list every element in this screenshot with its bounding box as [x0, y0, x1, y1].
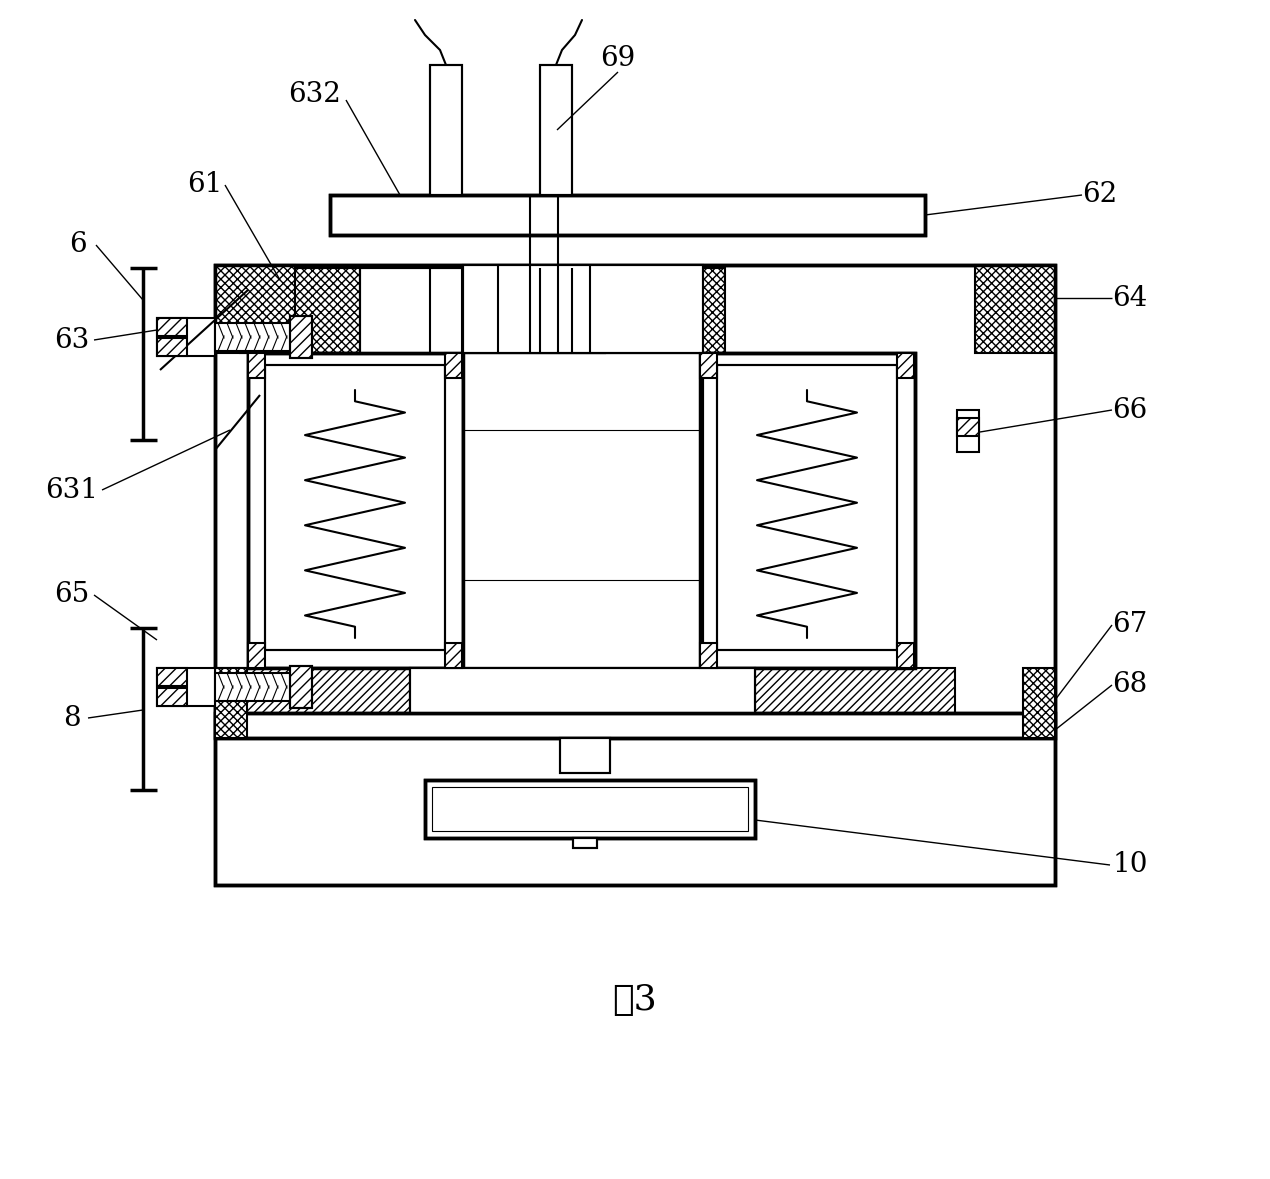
Text: 8: 8: [64, 705, 81, 731]
Bar: [157, 318, 187, 336]
Bar: [975, 265, 1055, 353]
Bar: [157, 668, 215, 706]
Bar: [464, 265, 704, 353]
Bar: [560, 738, 610, 773]
Text: 62: 62: [1082, 182, 1118, 209]
Text: 10: 10: [1113, 851, 1148, 878]
Bar: [157, 668, 187, 686]
Bar: [700, 353, 914, 668]
Bar: [215, 265, 1055, 885]
Text: 64: 64: [1113, 284, 1148, 311]
Bar: [1024, 668, 1055, 738]
Text: 63: 63: [55, 327, 90, 354]
Bar: [464, 353, 704, 668]
Bar: [573, 838, 597, 848]
Bar: [431, 65, 462, 195]
Text: 632: 632: [288, 81, 342, 108]
Bar: [425, 780, 754, 838]
Bar: [215, 265, 295, 353]
Bar: [215, 668, 410, 738]
Bar: [290, 316, 312, 358]
Text: 67: 67: [1113, 612, 1148, 639]
Bar: [157, 318, 215, 356]
Bar: [215, 323, 310, 351]
Text: 631: 631: [46, 476, 99, 503]
Bar: [157, 689, 187, 706]
Bar: [718, 365, 897, 650]
Bar: [464, 265, 704, 353]
Bar: [700, 643, 718, 668]
Bar: [573, 838, 597, 848]
Text: 69: 69: [601, 45, 635, 72]
Bar: [359, 268, 605, 353]
Bar: [240, 268, 359, 353]
Bar: [248, 353, 464, 668]
Text: 66: 66: [1113, 396, 1148, 423]
Bar: [290, 666, 312, 709]
Bar: [540, 65, 572, 195]
Bar: [215, 265, 1055, 885]
Bar: [248, 353, 265, 378]
Bar: [215, 668, 246, 738]
Bar: [700, 353, 914, 668]
Bar: [444, 643, 462, 668]
Bar: [464, 353, 704, 668]
Bar: [754, 668, 955, 738]
Bar: [157, 338, 187, 356]
Text: 6: 6: [69, 231, 86, 258]
Text: 65: 65: [55, 581, 90, 608]
Bar: [215, 673, 310, 702]
Bar: [540, 65, 572, 195]
Bar: [248, 643, 265, 668]
Bar: [958, 419, 979, 436]
Bar: [410, 668, 754, 713]
Bar: [958, 410, 979, 452]
Text: 61: 61: [187, 171, 222, 198]
Text: 68: 68: [1113, 672, 1148, 698]
Bar: [265, 365, 444, 650]
Bar: [897, 353, 914, 378]
Bar: [265, 365, 444, 650]
Bar: [560, 738, 610, 773]
Bar: [444, 353, 462, 378]
Bar: [290, 666, 312, 709]
Bar: [431, 65, 462, 195]
Bar: [410, 668, 754, 713]
Text: 图3: 图3: [612, 983, 658, 1017]
Bar: [605, 268, 725, 353]
Bar: [897, 643, 914, 668]
Bar: [700, 353, 718, 378]
Bar: [425, 780, 754, 838]
Bar: [359, 268, 605, 353]
Bar: [248, 353, 464, 668]
Bar: [330, 195, 925, 235]
Bar: [290, 316, 312, 358]
Bar: [215, 713, 1055, 738]
Bar: [432, 788, 748, 831]
Bar: [718, 365, 897, 650]
Bar: [330, 195, 925, 235]
